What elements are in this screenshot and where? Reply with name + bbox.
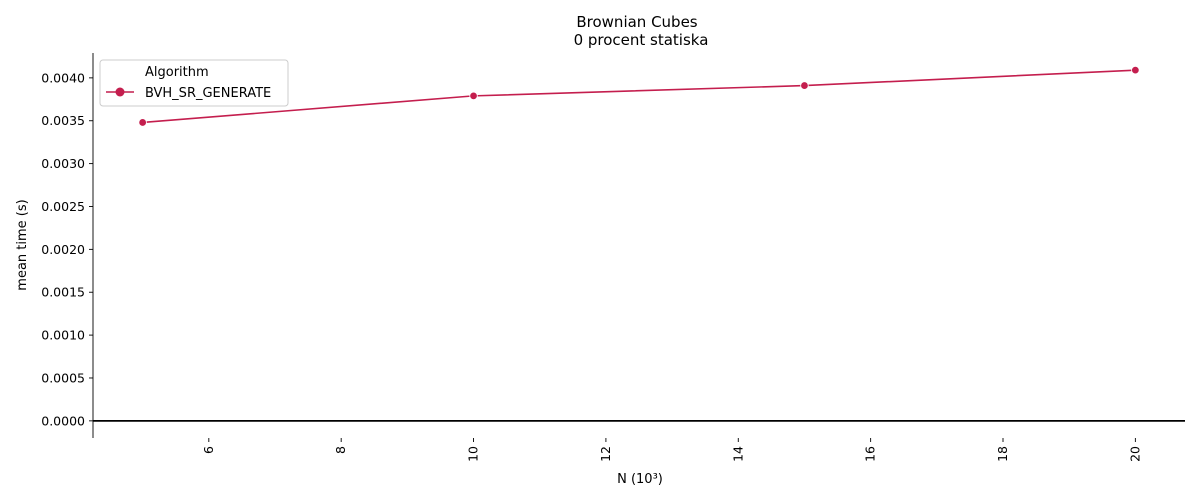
y-tick-label: 0.0000 [41,413,85,428]
axes: 0.0000 0.0005 0.0010 0.0015 0.0020 0.0025 0.00… [41,53,1185,462]
data-point [800,81,809,90]
y-tick-label: 0.0025 [41,199,85,214]
y-tick-label: 0.0020 [41,242,85,257]
legend: Algorithm BVH_SR_GENERATE [99,59,289,107]
data-point [1131,65,1140,75]
series-layer [138,65,1140,127]
chart-title: Brownian Cubes [576,13,697,31]
y-tick-label: 0.0040 [41,70,85,85]
y-tick-label: 0.0005 [41,370,85,385]
legend-frame [99,59,289,107]
legend-marker [115,87,125,97]
x-tick-label: 18 [995,446,1010,462]
x-tick-label: 6 [201,446,216,454]
y-tick-label: 0.0010 [41,328,85,343]
data-point [138,118,147,127]
y-tick-label: 0.0035 [41,113,85,128]
legend-entry-label: BVH_SR_GENERATE [145,86,271,101]
x-tick-label: 12 [598,446,613,462]
x-tick-label: 8 [333,446,348,454]
y-tick-label: 0.0015 [41,285,85,300]
series-line [142,69,1136,124]
y-axis-label: mean time (s) [15,199,30,290]
y-tick-label: 0.0030 [41,156,85,171]
x-tick-label: 10 [466,446,481,462]
x-tick-label: 20 [1127,446,1142,462]
legend-title: Algorithm [145,65,209,80]
data-point [469,91,478,101]
x-axis-label: N (10³) [617,472,663,487]
chart-subtitle: 0 procent statiska [574,31,709,49]
x-tick-label: 14 [730,446,745,462]
x-tick-label: 16 [863,446,878,462]
